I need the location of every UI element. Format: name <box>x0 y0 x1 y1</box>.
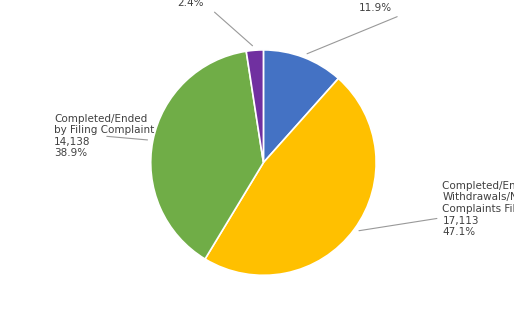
Text: Decision to File Complaint Pending
886
2.4%: Decision to File Complaint Pending 886 2… <box>100 0 281 46</box>
Text: Completed/Ended by Settlements
4,211
11.9%: Completed/Ended by Settlements 4,211 11.… <box>307 0 514 54</box>
Wedge shape <box>246 50 263 163</box>
Wedge shape <box>151 51 263 259</box>
Text: Completed/Ended
by Filing Complaint
14,138
38.9%: Completed/Ended by Filing Complaint 14,1… <box>54 114 154 158</box>
Text: Completed/Ended by
Withdrawals/No
Complaints Filed
17,113
47.1%: Completed/Ended by Withdrawals/No Compla… <box>359 181 514 237</box>
Wedge shape <box>205 79 376 275</box>
Wedge shape <box>263 50 338 163</box>
